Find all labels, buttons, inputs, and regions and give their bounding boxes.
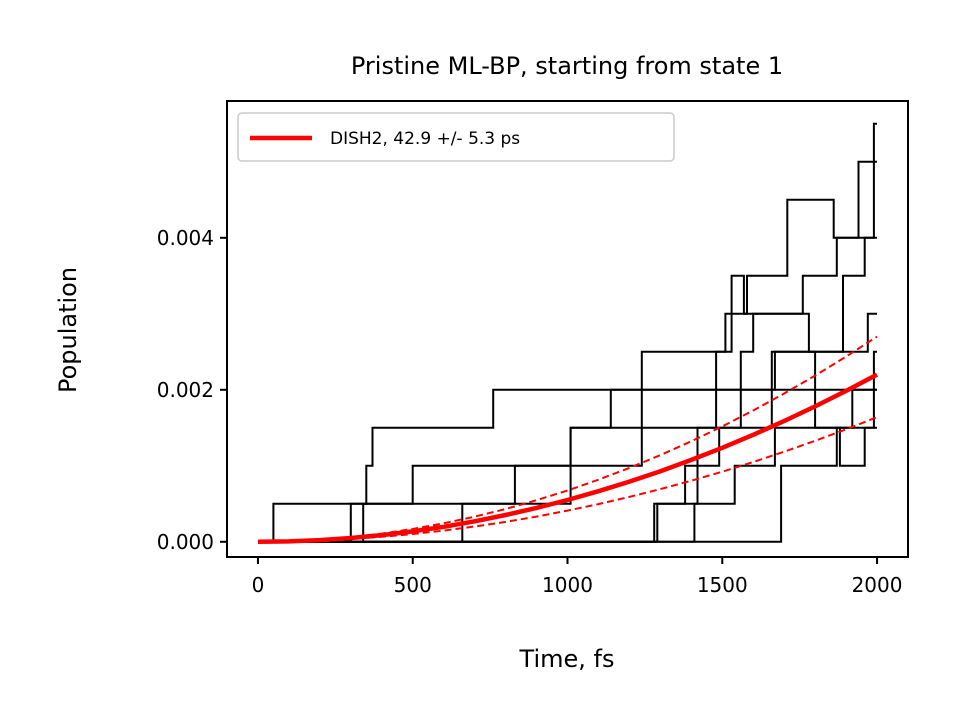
x-tick-label-3: 1500: [697, 573, 748, 597]
fit-bound-line-2: [257, 416, 878, 543]
trajectory-step-line-1: [258, 388, 877, 543]
x-tick-label-0: 0: [252, 573, 265, 597]
trajectory-step-line-8: [258, 350, 877, 543]
chart-title: Pristine ML-BP, starting from state 1: [351, 52, 783, 80]
trajectory-step-line-3: [258, 122, 877, 543]
y-tick-label-1: 0.002: [157, 378, 214, 402]
legend-label: DISH2, 42.9 +/- 5.3 ps: [330, 129, 520, 149]
legend-box: [237, 112, 675, 162]
x-tick-label-4: 2000: [852, 573, 903, 597]
x-tick-label-1: 500: [394, 573, 432, 597]
plot-frame: [226, 100, 909, 558]
x-tick-label-2: 1000: [542, 573, 593, 597]
fit-line: [257, 372, 879, 545]
x-axis-label: Time, fs: [519, 645, 615, 673]
legend: DISH2, 42.9 +/- 5.3 ps: [237, 112, 675, 162]
fit-bound-line-1: [257, 335, 878, 543]
y-tick-label-0: 0.000: [157, 530, 214, 554]
y-axis-label: Population: [54, 267, 82, 393]
trajectory-step-line-4: [258, 236, 877, 543]
y-tick-label-2: 0.004: [157, 226, 214, 250]
trajectory-step-line-7: [258, 426, 877, 543]
trajectory-step-line-2: [258, 160, 877, 543]
